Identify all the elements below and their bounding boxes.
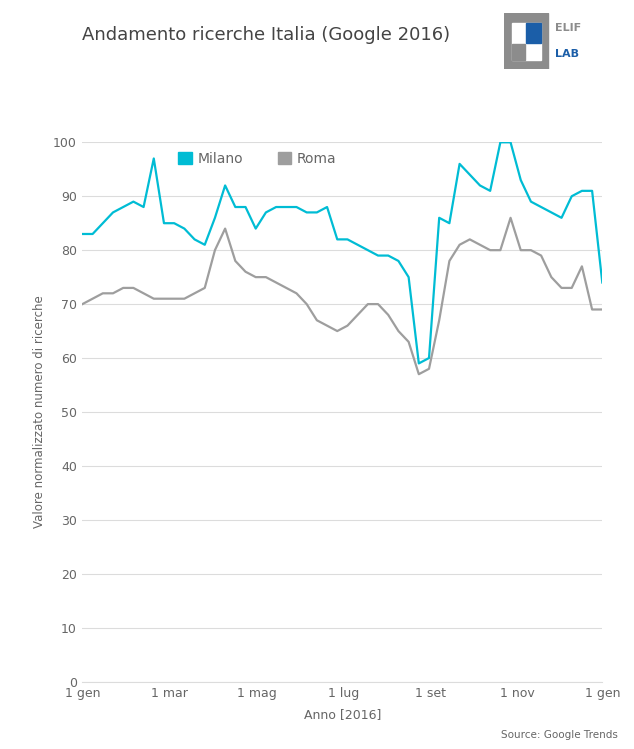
Text: Source: Google Trends: Source: Google Trends (501, 730, 618, 740)
Text: ELIF: ELIF (555, 22, 581, 33)
Bar (512, 22, 541, 60)
X-axis label: Anno [2016]: Anno [2016] (304, 709, 381, 721)
Legend: Milano, Roma: Milano, Roma (178, 152, 337, 166)
Text: LAB: LAB (555, 49, 579, 59)
Bar (526, 22, 541, 43)
Bar (504, 13, 548, 69)
Y-axis label: Valore normalizzato numero di ricerche: Valore normalizzato numero di ricerche (33, 296, 46, 528)
Text: Andamento ricerche Italia (Google 2016): Andamento ricerche Italia (Google 2016) (82, 26, 450, 44)
Bar (512, 44, 524, 60)
